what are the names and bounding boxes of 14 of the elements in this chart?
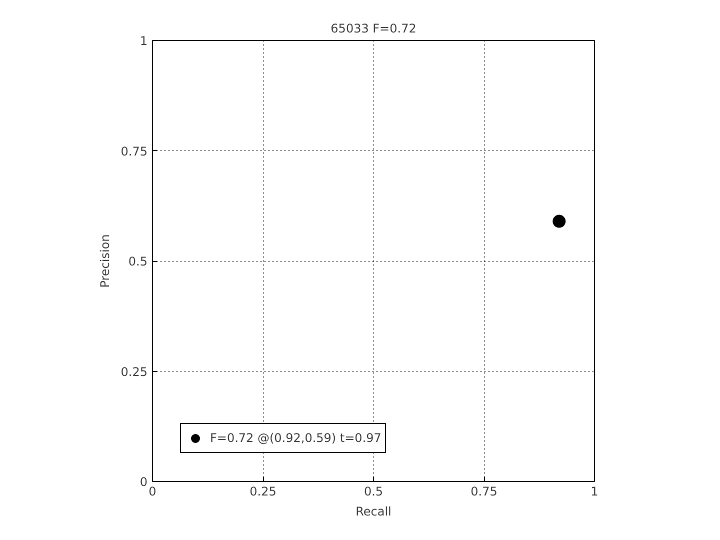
- legend-label: F=0.72 @(0.92,0.59) t=0.97: [210, 431, 382, 445]
- x-tick-label: 0.25: [250, 484, 276, 498]
- y-tick-label: 0.5: [128, 254, 148, 268]
- x-tick-label: 0: [148, 484, 156, 498]
- chart-title: 65033 F=0.72: [330, 22, 416, 36]
- y-tick-label: 0.25: [120, 364, 148, 379]
- y-tick-label: 1: [140, 34, 148, 48]
- x-tick-label: 1: [590, 484, 598, 498]
- x-tick-label: 0.75: [470, 484, 498, 498]
- x-tick-label: 0.5: [364, 484, 384, 498]
- x-axis-title: Recall: [356, 504, 392, 518]
- y-tick-label: 0: [140, 475, 148, 489]
- y-tick-label: 0.75: [120, 144, 148, 158]
- y-axis-title: Precision: [98, 234, 112, 288]
